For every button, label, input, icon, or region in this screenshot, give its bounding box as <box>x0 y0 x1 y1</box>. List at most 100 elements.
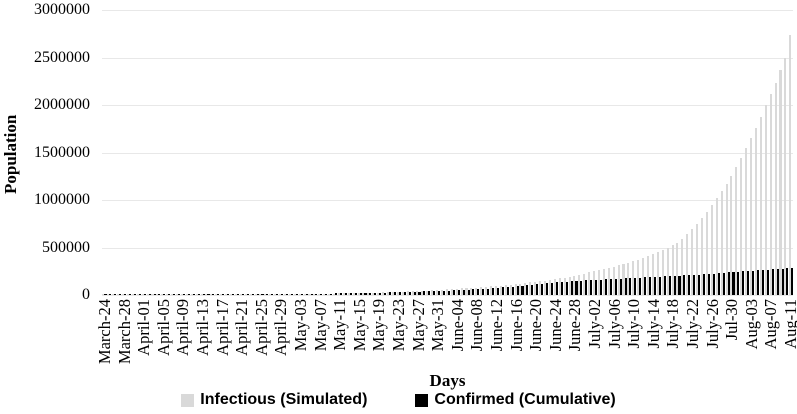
x-tick-label: July-06 <box>604 299 624 349</box>
y-tick-label: 1000000 <box>34 191 90 208</box>
bar-confirmed <box>546 283 549 295</box>
day-group <box>431 10 436 295</box>
bar-confirmed <box>315 293 318 295</box>
bar-infectious <box>146 294 149 295</box>
x-tick-label: April-17 <box>212 299 232 356</box>
day-group <box>632 10 637 295</box>
legend: Infectious (Simulated) Confirmed (Cumula… <box>0 391 797 409</box>
bar-infectious <box>612 266 615 295</box>
day-group <box>146 10 151 295</box>
bar-confirmed <box>212 294 215 295</box>
day-group <box>607 10 612 295</box>
bar-infectious <box>382 292 385 295</box>
bar-confirmed <box>305 293 308 295</box>
bar-confirmed <box>207 294 210 295</box>
bar-infectious <box>671 245 674 295</box>
bar-confirmed <box>246 294 249 295</box>
bar-confirmed <box>197 294 200 295</box>
bar-infectious <box>715 198 718 295</box>
legend-item-infectious: Infectious (Simulated) <box>181 391 367 409</box>
day-group <box>735 10 740 295</box>
bar-infectious <box>156 294 159 295</box>
bar-infectious <box>210 294 213 295</box>
day-group <box>769 10 774 295</box>
day-group <box>691 10 696 295</box>
bar-infectious <box>151 294 154 295</box>
bar-confirmed <box>182 294 185 295</box>
day-group <box>313 10 318 295</box>
bar-confirmed <box>649 277 652 295</box>
bar-infectious <box>259 294 262 295</box>
day-group <box>676 10 681 295</box>
day-group <box>602 10 607 295</box>
bar-confirmed <box>737 271 740 295</box>
day-group <box>112 10 117 295</box>
day-group <box>543 10 549 295</box>
day-group <box>426 10 431 295</box>
bar-infectious <box>539 281 542 295</box>
day-group <box>745 10 750 295</box>
bar-confirmed <box>173 294 176 295</box>
day-group <box>352 10 357 295</box>
bar-infectious <box>342 293 345 295</box>
day-group <box>754 10 760 295</box>
day-group <box>539 10 544 295</box>
bar-confirmed <box>776 269 779 295</box>
bar-infectious <box>656 252 659 295</box>
x-tick-label: May-11 <box>330 299 350 351</box>
bar-confirmed <box>781 268 784 295</box>
bar-confirmed <box>109 294 112 295</box>
bar-infectious <box>524 283 527 295</box>
bar-infectious <box>269 294 272 295</box>
bar-confirmed <box>168 294 171 295</box>
bar-confirmed <box>614 278 617 295</box>
bar-confirmed <box>251 294 254 295</box>
bar-infectious <box>740 157 743 295</box>
bar-infectious <box>735 166 738 295</box>
day-group <box>421 10 426 295</box>
bar-confirmed <box>472 289 475 295</box>
bar-infectious <box>254 294 257 295</box>
bar-confirmed <box>178 294 181 295</box>
day-group <box>323 10 328 295</box>
bar-infectious <box>480 287 483 295</box>
bar-confirmed <box>389 292 392 295</box>
bar-confirmed <box>555 282 558 295</box>
bar-confirmed <box>550 282 553 295</box>
day-group <box>283 10 289 295</box>
bar-infectious <box>391 292 394 295</box>
day-group <box>548 10 553 295</box>
bar-infectious <box>445 289 448 295</box>
y-tick-label: 3000000 <box>34 1 90 18</box>
day-group <box>367 10 372 295</box>
bar-confirmed <box>688 275 691 295</box>
day-group <box>244 10 249 295</box>
bar-infectious <box>328 293 331 295</box>
bar-confirmed <box>590 280 593 295</box>
day-group <box>563 10 568 295</box>
day-group <box>573 10 578 295</box>
day-group <box>656 10 661 295</box>
bar-confirmed <box>114 294 117 295</box>
bar-confirmed <box>663 276 666 295</box>
bar-infectious <box>347 293 350 295</box>
day-group <box>298 10 303 295</box>
bar-infectious <box>789 34 792 295</box>
bar-confirmed <box>290 294 293 295</box>
bar-confirmed <box>609 279 612 295</box>
day-group <box>210 10 215 295</box>
x-tick-label: June-08 <box>467 299 487 352</box>
day-group <box>269 10 274 295</box>
bar-confirmed <box>722 272 725 295</box>
day-group <box>583 10 588 295</box>
day-group <box>234 10 239 295</box>
bar-infectious <box>691 228 694 295</box>
bar-confirmed <box>707 273 710 295</box>
day-group <box>440 10 446 295</box>
gridline <box>102 200 793 201</box>
bar-confirmed <box>408 291 411 295</box>
bar-confirmed <box>217 294 220 295</box>
bar-infectious <box>578 274 581 295</box>
bar-confirmed <box>349 293 352 295</box>
bar-infectious <box>720 191 723 295</box>
